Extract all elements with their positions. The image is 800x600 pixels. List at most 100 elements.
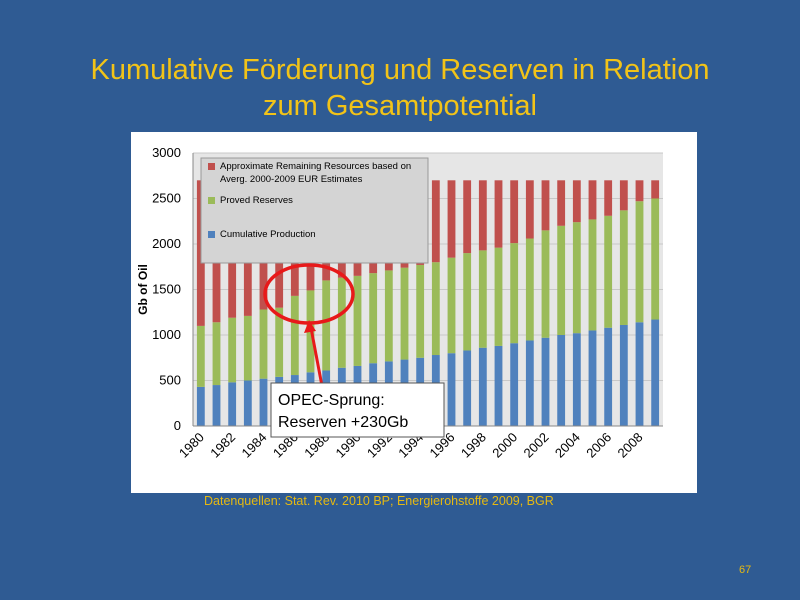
bar-segment [259,309,268,379]
bar-segment [557,225,566,335]
bar-segment [510,180,519,244]
annotation-line-2: Reserven +230Gb [278,414,408,431]
x-tick-label: 2006 [583,430,614,461]
bar-segment [384,270,393,362]
bar-segment [541,180,550,231]
bar-segment [572,222,581,334]
bar-segment [635,180,644,202]
bar-segment [604,215,613,328]
bar-segment [525,340,534,426]
bar-segment [228,382,237,426]
bar-segment [588,180,597,220]
bar-segment [572,180,581,223]
y-tick-label: 0 [174,418,181,433]
bar-segment [243,315,252,381]
bar-segment [588,330,597,426]
y-tick-label: 1500 [152,282,181,297]
bar-segment [431,180,440,263]
x-tick-label: 2000 [489,430,520,461]
x-tick-label: 2002 [521,430,552,461]
bar-segment [416,264,425,358]
legend-box [200,157,429,264]
bar-segment [196,325,205,387]
page-number: 67 [739,564,752,576]
bar-segment [259,378,268,426]
bar-segment [212,385,221,426]
legend-swatch [208,231,215,238]
bar-segment [510,343,519,426]
bar-segment [228,317,237,383]
chart-legend: Approximate Remaining Resources based on… [200,157,429,264]
title-line-1: Kumulative Förderung und Reserven in Rel… [90,54,710,86]
x-tick-label: 1984 [239,430,270,461]
bar-segment [494,247,503,346]
bar-segment [541,230,550,338]
bar-segment [463,350,472,426]
legend-label: Proved Reserves [220,195,293,206]
legend-swatch [208,197,215,204]
y-tick-label: 500 [159,373,181,388]
bar-segment [196,386,205,426]
slide-title: Kumulative Förderung und Reserven in Rel… [30,52,770,124]
bar-segment [619,180,628,211]
bar-segment [478,347,487,426]
bar-segment [525,180,534,239]
bar-segment [337,277,346,368]
x-tick-label: 1980 [176,430,207,461]
x-tick-label: 2008 [615,430,646,461]
bar-segment [619,324,628,426]
legend-label: Averg. 2000-2009 EUR Estimates [220,174,363,185]
bar-segment [322,280,331,371]
legend-label: Cumulative Production [220,229,316,240]
bar-segment [369,273,378,364]
y-tick-label: 1000 [152,327,181,342]
bar-segment [588,219,597,331]
y-tick-label: 3000 [152,145,181,160]
source-note: Datenquellen: Stat. Rev. 2010 BP; Energi… [204,494,554,508]
bar-segment [463,180,472,254]
bar-segment [447,180,456,258]
bar-segment [212,322,221,386]
chart-container: 0 500 1000 1500 2000 2500 3000 1980 1982 1984 1986… [131,132,697,493]
bar-segment [353,275,362,366]
annotation-arrow-head [304,320,316,333]
bar-segment [431,262,440,356]
bar-segment [494,180,503,248]
y-tick-label: 2000 [152,236,181,251]
annotation-arrow-line [309,327,324,387]
annotation-line-1: OPEC-Sprung: [278,392,385,409]
bar-segment [243,380,252,426]
bar-segment [290,295,299,376]
bar-segment [651,198,660,320]
bar-segment [635,201,644,323]
bar-segment [510,243,519,344]
bar-segment [604,180,613,216]
bar-segment [557,180,566,226]
y-axis-title: Gb of Oil [136,264,150,315]
x-tick-label: 2004 [552,430,583,461]
title-line-2: zum Gesamtpotential [262,90,537,122]
bar-segment [557,335,566,426]
bar-segment [447,257,456,354]
bar-segment [494,345,503,426]
bar-segment [400,267,409,360]
bar-segment [651,180,660,199]
bar-segment [604,327,613,426]
y-tick-label: 2500 [152,191,181,206]
bar-segment [478,250,487,348]
bar-segment [635,322,644,426]
bar-segment [651,319,660,426]
bar-segment [478,180,487,251]
bar-segment [525,238,534,341]
bar-segment [463,253,472,351]
bar-segment [275,307,284,377]
legend-label: Approximate Remaining Resources based on [220,161,411,172]
bar-segment [541,337,550,426]
x-tick-label: 1982 [207,430,238,461]
x-tick-label: 1998 [458,430,489,461]
bar-segment [619,210,628,325]
annotation-box [270,382,445,438]
bar-segment [447,353,456,426]
bar-segment [572,333,581,426]
